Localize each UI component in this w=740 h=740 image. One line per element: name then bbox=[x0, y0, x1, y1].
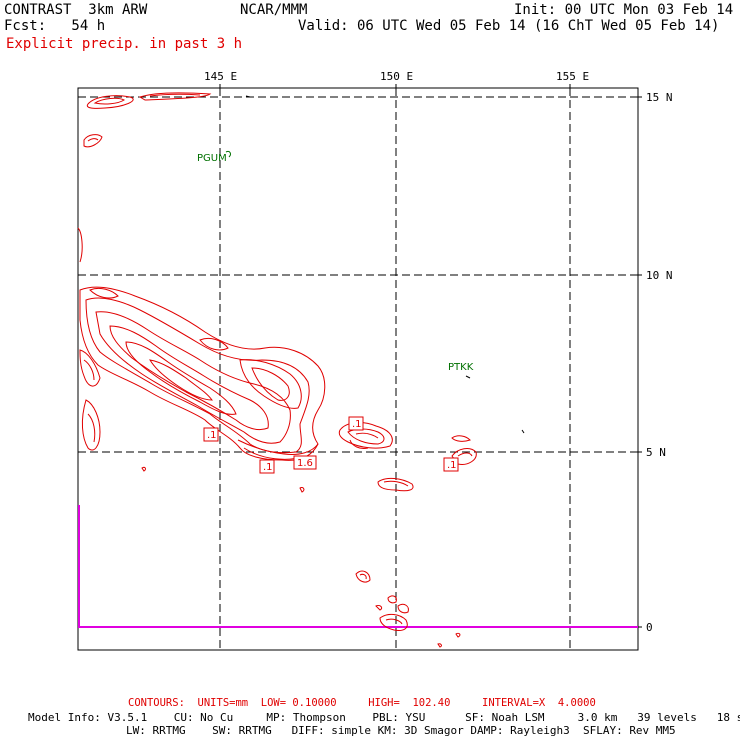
contour-cell bbox=[299, 487, 305, 493]
contour-label-box bbox=[293, 455, 317, 470]
contour-cell bbox=[81, 399, 101, 451]
lat-label-0: 0 bbox=[646, 621, 653, 634]
contour-cell bbox=[237, 439, 319, 455]
contour-label: .1 bbox=[207, 430, 217, 441]
contour-cell bbox=[338, 422, 393, 449]
contour-cell bbox=[93, 97, 125, 105]
lat-label-5n: 5 N bbox=[646, 446, 666, 459]
model-info-line2: LW: RRTMG SW: RRTMG DIFF: simple KM: 3D … bbox=[126, 724, 676, 737]
contour-label-box bbox=[443, 457, 459, 472]
island-mark bbox=[521, 429, 525, 434]
contour-label: 1.6 bbox=[297, 458, 313, 469]
lon-label-145e: 145 E bbox=[204, 70, 237, 83]
contour-cell bbox=[85, 297, 310, 454]
contour-cell bbox=[79, 349, 101, 387]
station-label-ptkk: PTKK bbox=[448, 362, 474, 373]
lat-label-15n: 15 N bbox=[646, 91, 673, 104]
station-label-pgum: PGUM bbox=[197, 153, 227, 164]
contour-cell bbox=[251, 367, 290, 401]
contour-cell bbox=[397, 603, 409, 614]
contour-cell bbox=[149, 359, 214, 401]
chuuk-coastline bbox=[465, 375, 471, 379]
contour-cell bbox=[83, 134, 103, 148]
precip-contours bbox=[77, 92, 477, 648]
contour-cell bbox=[355, 570, 371, 583]
contour-cell bbox=[437, 643, 442, 648]
contour-cell bbox=[149, 93, 201, 97]
contour-cell bbox=[199, 337, 229, 351]
contour-cell bbox=[79, 286, 326, 461]
valid-time: Valid: 06 UTC Wed 05 Feb 14 (16 ChT Wed … bbox=[298, 18, 720, 34]
contour-cell bbox=[86, 95, 134, 109]
contour-cell bbox=[141, 466, 146, 472]
contour-info: CONTOURS: UNITS=mm LOW= 0.10000 HIGH= 10… bbox=[128, 697, 596, 709]
contour-cell bbox=[347, 428, 385, 445]
organization-label: NCAR/MMM bbox=[240, 2, 308, 18]
contour-label-box bbox=[203, 427, 219, 442]
map-frame bbox=[77, 87, 639, 651]
contour-cell bbox=[355, 432, 379, 439]
lon-label-150e: 150 E bbox=[380, 70, 413, 83]
contour-cell bbox=[349, 439, 369, 449]
product-title: CONTRAST 3km ARW bbox=[4, 2, 148, 18]
forecast-hour: Fcst: 54 h bbox=[4, 18, 106, 34]
lat-label-10n: 10 N bbox=[646, 269, 673, 282]
contour-cell bbox=[239, 359, 302, 409]
contour-cell bbox=[375, 605, 383, 611]
contour-cell bbox=[457, 452, 473, 457]
contour-cell bbox=[455, 632, 461, 638]
guam-coastline bbox=[225, 151, 231, 158]
contour-cell bbox=[379, 613, 408, 631]
model-info-line1: Model Info: V3.5.1 CU: No Cu MP: Thompso… bbox=[28, 711, 740, 724]
contour-label-box bbox=[259, 459, 275, 474]
contour-cell bbox=[451, 435, 471, 442]
contour-cell bbox=[87, 413, 96, 443]
contour-cell bbox=[451, 448, 477, 465]
contour-cell bbox=[87, 138, 99, 142]
contour-cell bbox=[125, 341, 237, 415]
contour-cell bbox=[383, 480, 409, 487]
contour-label: .1 bbox=[447, 460, 457, 471]
contour-cell bbox=[138, 92, 212, 101]
graticule bbox=[78, 88, 638, 650]
init-time: Init: 00 UTC Mon 03 Feb 14 bbox=[514, 2, 734, 18]
contour-cell bbox=[385, 618, 403, 625]
contour-cell bbox=[89, 287, 119, 299]
lon-label-155e: 155 E bbox=[556, 70, 589, 83]
contour-cell bbox=[377, 477, 414, 492]
contour-label-box bbox=[348, 416, 364, 431]
field-title: Explicit precip. in past 3 h bbox=[6, 36, 243, 52]
tick-marks bbox=[219, 84, 642, 628]
contour-cell bbox=[83, 359, 95, 381]
contour-cell bbox=[109, 325, 269, 431]
contour-cell bbox=[95, 311, 291, 444]
contour-cell bbox=[77, 227, 83, 263]
contour-label: .1 bbox=[352, 419, 362, 430]
contour-value-labels: .1 .1 1.6 .1 .1 bbox=[203, 416, 459, 474]
island-mark bbox=[245, 95, 251, 98]
contour-cell bbox=[387, 595, 397, 604]
contour-cell bbox=[359, 573, 367, 580]
contour-label: .1 bbox=[263, 462, 273, 473]
